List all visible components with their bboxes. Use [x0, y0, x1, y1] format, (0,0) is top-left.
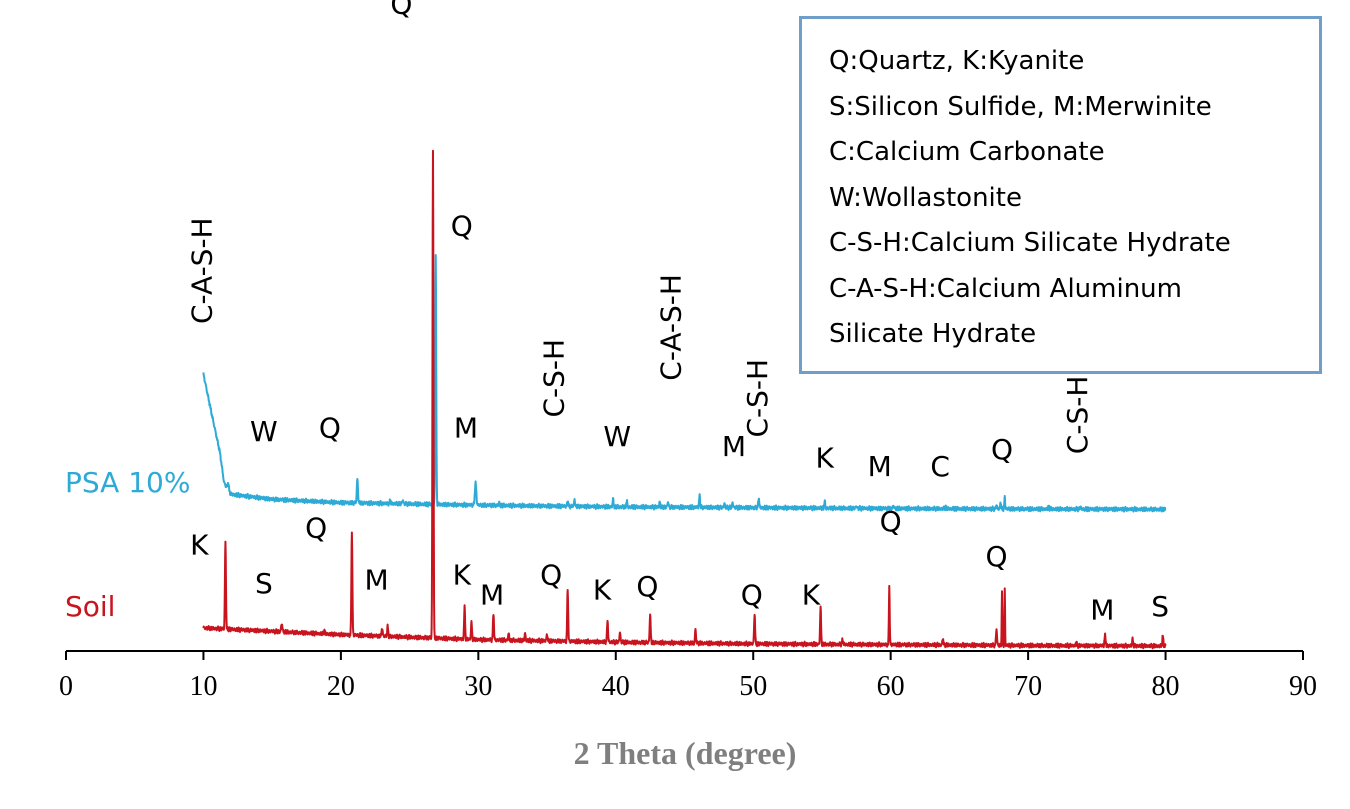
peak-label: Q — [305, 512, 327, 545]
peak-label: M — [1090, 594, 1114, 627]
x-tick-label: 50 — [739, 671, 767, 702]
peak-label: C-S-H — [1061, 376, 1094, 455]
peak-label: S — [255, 567, 273, 600]
x-tick-label: 60 — [877, 671, 905, 702]
peak-label: W — [250, 415, 278, 448]
peak-label: M — [365, 564, 389, 597]
peak-label: Q — [319, 412, 341, 445]
peak-label: M — [454, 412, 478, 445]
x-tick-label: 70 — [1014, 671, 1042, 702]
x-tick-label: 90 — [1289, 671, 1317, 702]
peak-label: C-S-H — [538, 339, 571, 418]
x-tick-label: 80 — [1152, 671, 1180, 702]
peak-label: K — [190, 528, 209, 561]
peak-label: Q — [991, 433, 1013, 466]
x-tick-label: 20 — [327, 671, 355, 702]
peak-label: M — [868, 450, 892, 483]
peak-label: W — [603, 420, 631, 453]
peak-label: M — [722, 430, 746, 463]
legend-line: Q:Quartz, K:Kyanite — [829, 46, 1085, 76]
peak-label: K — [593, 574, 612, 607]
peak-label: C-A-S-H — [186, 217, 219, 324]
legend-line: S:Silicon Sulfide, M:Merwinite — [829, 91, 1212, 122]
legend-line: Silicate Hydrate — [829, 319, 1037, 349]
legend-line: C:Calcium Carbonate — [829, 137, 1105, 167]
series-layer — [202, 149, 1167, 650]
peak-label: S — [1151, 590, 1169, 623]
peak-label: K — [816, 442, 835, 475]
peak-label: C-S-H — [741, 359, 774, 438]
peak-label: Q — [880, 505, 902, 538]
legend-line: C-A-S-H:Calcium Aluminum — [829, 273, 1182, 304]
series-line-psa-10 — [202, 253, 1167, 513]
peak-label: Q — [540, 559, 562, 592]
legend-box: Q:Quartz, K:Kyanite S:Silicon Sulfide, M:… — [799, 16, 1322, 374]
x-tick-label: 40 — [602, 671, 630, 702]
peak-label: Q — [985, 540, 1007, 573]
x-tick-label: 10 — [189, 671, 217, 702]
x-axis: 0 10 20 30 40 50 60 70 80 90 — [59, 650, 1317, 702]
legend-line: C-S-H:Calcium Silicate Hydrate — [829, 228, 1231, 258]
legend-line: W:Wollastonite — [829, 182, 1022, 213]
peak-label: Q — [636, 570, 658, 603]
peak-label: C — [930, 450, 950, 483]
peak-label: C-A-S-H — [654, 274, 687, 381]
x-axis-label: 2 Theta (degree) — [574, 735, 797, 771]
series-label-soil: Soil — [65, 590, 115, 623]
peak-label: K — [453, 559, 472, 592]
peak-label: M — [480, 579, 504, 612]
x-tick-label: 0 — [59, 671, 73, 702]
peak-label: Q — [451, 209, 473, 242]
series-line-soil — [202, 149, 1167, 650]
peak-label: Q — [390, 0, 412, 20]
peak-label: Q — [741, 579, 763, 612]
series-label-psa: PSA 10% — [65, 466, 190, 499]
peak-label: K — [802, 579, 821, 612]
x-tick-label: 30 — [464, 671, 492, 702]
